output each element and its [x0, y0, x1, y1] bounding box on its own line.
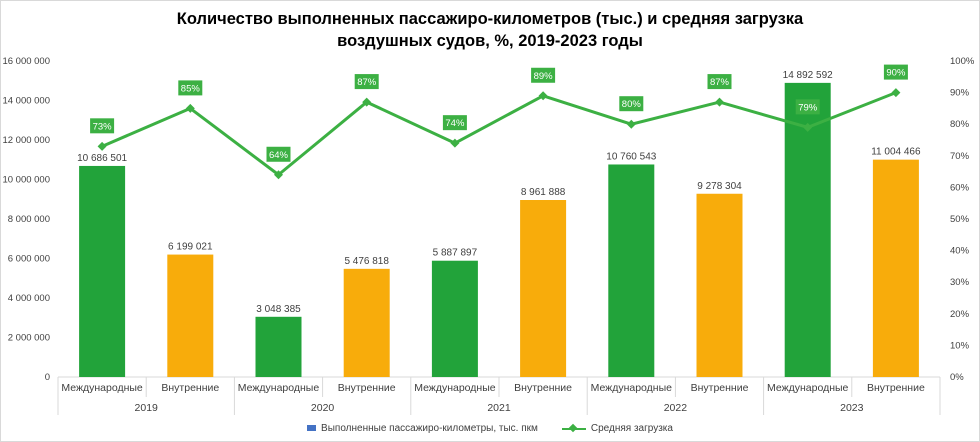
bar-data-label: 5 887 897	[433, 248, 478, 259]
bar	[79, 165, 126, 377]
x-axis-category-label: Международные	[767, 382, 849, 394]
load-data-label: 73%	[93, 121, 113, 132]
y2-axis-tick-label: 50%	[950, 214, 970, 225]
x-axis-year-label: 2022	[664, 402, 688, 414]
y-axis-tick-label: 16 000 000	[2, 56, 50, 67]
load-data-label: 89%	[534, 71, 554, 82]
load-data-label: 64%	[269, 150, 289, 161]
x-axis-category-label: Международные	[238, 382, 320, 394]
x-axis-category-label: Внутренние	[161, 382, 219, 394]
x-axis-category-label: Международные	[61, 382, 143, 394]
x-axis-category-label: Внутренние	[338, 382, 396, 394]
y-axis-tick-label: 14 000 000	[2, 96, 50, 107]
bar-data-label: 10 686 501	[77, 153, 127, 164]
bar	[608, 164, 655, 377]
legend-label-line: Средняя загрузка	[590, 422, 673, 434]
bar	[431, 260, 478, 377]
bar-data-label: 11 004 466	[871, 147, 921, 158]
load-point-marker	[715, 97, 724, 107]
legend-item-line: Средняя загрузка	[561, 422, 673, 434]
y2-axis-tick-label: 40%	[950, 246, 970, 257]
legend: Выполненные пассажиро-километры, тыс. пк…	[0, 421, 980, 435]
load-data-label: 87%	[710, 77, 730, 88]
legend-item-bar: Выполненные пассажиро-километры, тыс. пк…	[307, 423, 538, 434]
x-axis-category-label: Международные	[591, 382, 673, 394]
x-axis-category-label: Внутренние	[867, 382, 925, 394]
bar-data-label: 9 278 304	[697, 181, 742, 192]
y-axis-tick-label: 2 000 000	[8, 333, 50, 344]
y-axis-tick-label: 12 000 000	[2, 135, 50, 146]
load-label-box	[795, 99, 820, 115]
y2-axis-tick-label: 30%	[950, 277, 970, 288]
x-axis-year-label: 2020	[311, 402, 335, 414]
x-axis-category-label: Внутренние	[514, 382, 572, 394]
bar	[255, 316, 302, 377]
y2-axis-tick-label: 10%	[950, 340, 970, 351]
load-label-box	[707, 74, 732, 90]
chart-title: Количество выполненных пассажиро-километ…	[0, 8, 980, 52]
load-point-marker	[450, 138, 460, 148]
y-axis-tick-label: 10 000 000	[2, 175, 50, 186]
load-data-label: 90%	[886, 68, 906, 79]
chart-title-line-2: воздушных судов, %, 2019-2023 годы	[337, 32, 643, 50]
load-data-label: 80%	[622, 99, 642, 110]
load-point-marker	[803, 122, 813, 132]
load-point-marker	[891, 88, 901, 98]
load-point-marker	[274, 170, 283, 180]
y-axis-tick-label: 8 000 000	[8, 214, 50, 225]
y2-axis-tick-label: 60%	[950, 182, 970, 193]
load-label-box	[442, 115, 467, 131]
load-label-box	[619, 96, 644, 112]
load-point-marker	[185, 103, 195, 113]
load-label-box	[531, 67, 556, 83]
chart-title-line-1: Количество выполненных пассажиро-километ…	[176, 10, 804, 28]
x-axis-year-label: 2021	[487, 402, 511, 414]
y-axis-tick-label: 4 000 000	[8, 293, 50, 304]
load-point-marker	[97, 141, 107, 151]
load-point-marker	[538, 91, 548, 101]
legend-swatch-line	[561, 424, 586, 433]
load-label-box	[90, 118, 115, 134]
x-axis-category-label: Международные	[414, 382, 496, 394]
bar-data-label: 14 892 592	[783, 70, 833, 81]
bar	[343, 268, 390, 377]
load-label-box	[266, 146, 291, 162]
bar-data-label: 5 476 818	[344, 256, 389, 267]
y2-axis-tick-label: 100%	[950, 56, 975, 67]
load-point-marker	[362, 97, 372, 107]
y2-axis-tick-label: 0%	[950, 372, 964, 383]
bar	[167, 254, 214, 377]
y2-axis-tick-label: 80%	[950, 119, 970, 130]
x-axis-category-label: Внутренние	[691, 382, 749, 394]
bar	[696, 193, 743, 377]
bar	[520, 200, 567, 377]
legend-label-bar: Выполненные пассажиро-километры, тыс. пк…	[321, 422, 538, 434]
bar-data-label: 6 199 021	[168, 242, 213, 253]
bar-data-label: 8 961 888	[521, 187, 566, 198]
load-label-box	[354, 74, 379, 90]
x-axis-year-label: 2019	[135, 402, 159, 414]
legend-swatch-bar	[307, 425, 317, 431]
load-data-label: 87%	[357, 77, 377, 88]
y2-axis-tick-label: 90%	[950, 88, 970, 99]
load-point-marker	[626, 119, 636, 129]
x-axis-year-label: 2023	[840, 402, 864, 414]
load-data-label: 74%	[445, 118, 465, 129]
bar-data-label: 10 760 543	[606, 151, 656, 162]
bar-data-label: 3 048 385	[256, 304, 301, 315]
y-axis-tick-label: 0	[45, 372, 50, 383]
load-label-box	[178, 80, 203, 96]
load-data-label: 85%	[181, 83, 201, 94]
bar	[872, 159, 919, 377]
y-axis-tick-label: 6 000 000	[8, 254, 50, 265]
load-line	[101, 91, 897, 177]
y2-axis-tick-label: 70%	[950, 151, 970, 162]
load-label-box	[883, 64, 908, 80]
bar	[784, 82, 831, 377]
load-data-label: 79%	[798, 102, 818, 113]
y2-axis-tick-label: 20%	[950, 309, 970, 320]
